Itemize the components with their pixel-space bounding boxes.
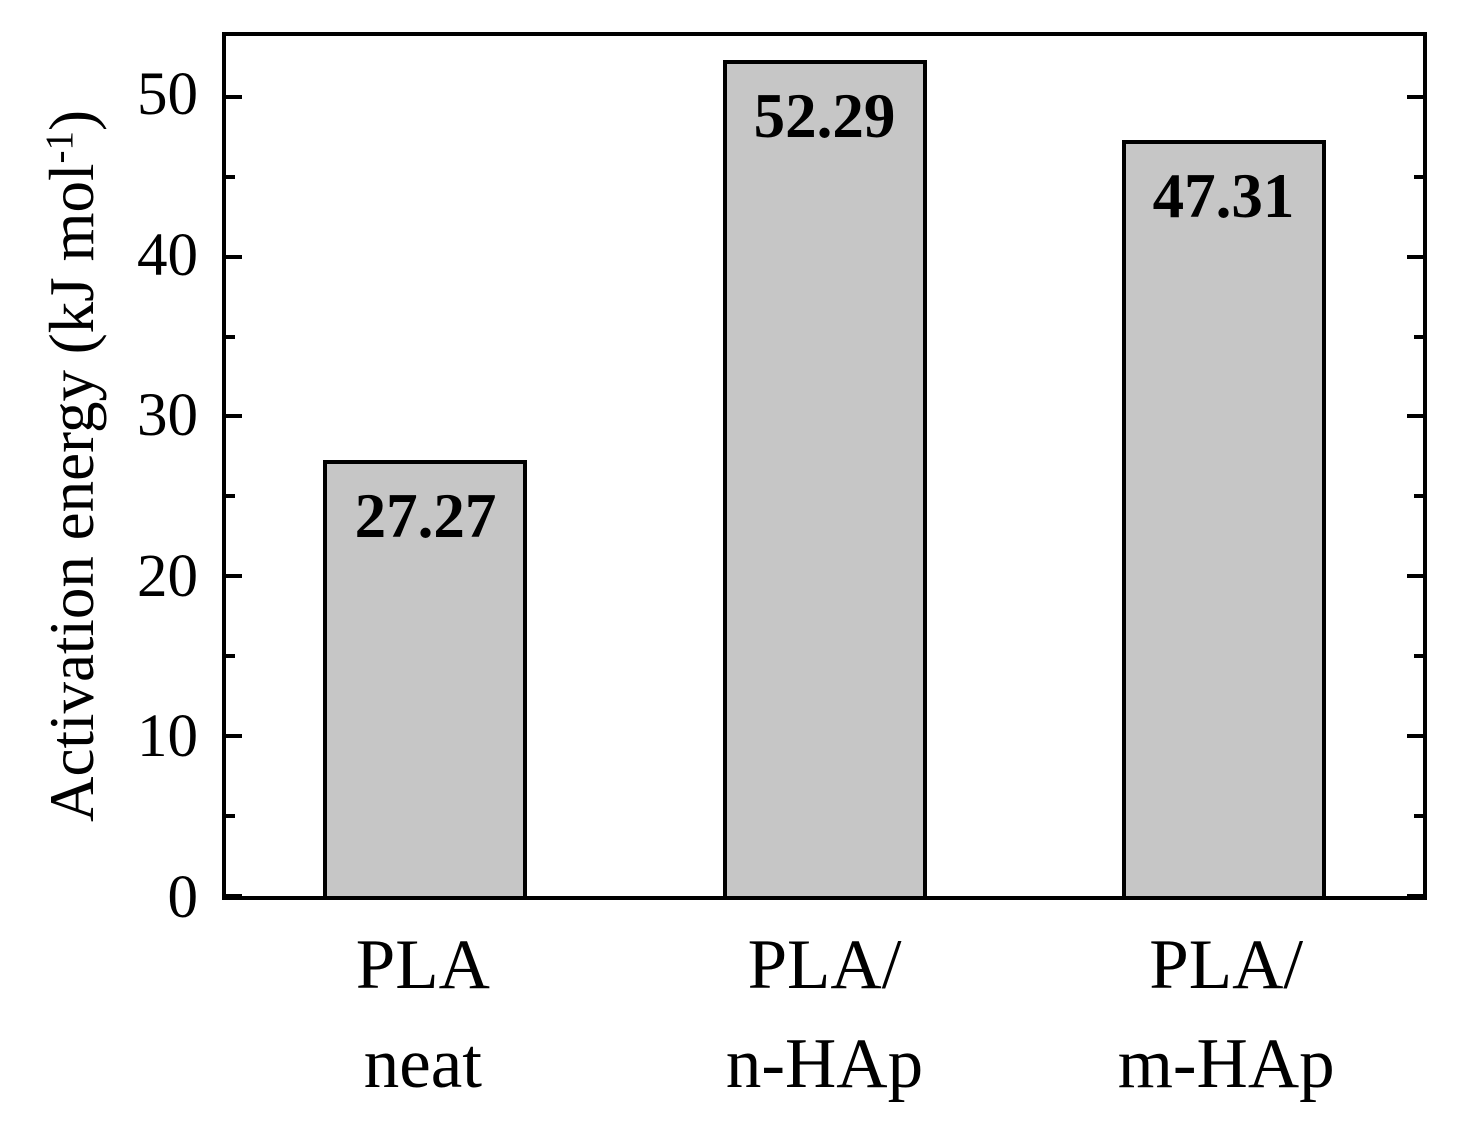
bar-value-label-1: 52.29 [753,81,896,152]
y-major-tick-left [226,894,242,898]
x-category-label-line: PLA/ [747,926,902,1004]
y-tick-label-20: 20 [137,542,198,610]
y-tick-label-0: 0 [167,864,199,931]
x-category-label-line: m-HAp [1117,1025,1335,1103]
y-minor-tick-left [226,494,235,499]
y-major-tick-right [1407,894,1423,898]
y-major-tick-left [226,574,242,579]
x-category-label-line: PLA [355,926,490,1004]
x-category-label-line: PLA/ [1149,926,1304,1004]
y-major-tick-right [1407,574,1423,579]
y-major-tick-left [226,414,242,419]
bar-value-label-0: 27.27 [354,481,497,552]
x-category-label-line: neat [363,1025,482,1103]
y-major-tick-left [226,94,242,99]
y-axis-label-superscript: -1 [37,131,81,164]
y-minor-tick-right [1414,174,1423,179]
x-category-label-1: PLA/n-HAp [615,916,1035,1114]
y-major-tick-right [1407,734,1423,739]
y-minor-tick-right [1414,494,1423,499]
plot-area: 27.27 52.29 47.31 [222,32,1427,900]
y-minor-tick-left [226,174,235,179]
x-category-label-2: PLA/m-HAp [1016,916,1436,1114]
y-minor-tick-right [1414,334,1423,339]
y-minor-tick-left [226,814,235,819]
y-major-tick-right [1407,414,1423,419]
y-major-tick-right [1407,254,1423,259]
y-major-tick-right [1407,94,1423,99]
y-minor-tick-right [1414,814,1423,819]
x-category-label-0: PLA neat [213,916,633,1114]
bar-0: 27.27 [323,460,528,896]
y-tick-label-50: 50 [137,61,198,129]
y-minor-tick-right [1414,654,1423,659]
x-category-label-line: n-HAp [725,1025,924,1103]
y-tick-label-30: 30 [137,382,198,450]
y-major-tick-left [226,734,242,739]
y-minor-tick-left [226,334,235,339]
bar-1: 52.29 [722,60,927,896]
y-tick-label-10: 10 [137,703,198,771]
bar-2: 47.31 [1121,139,1326,896]
y-minor-tick-left [226,654,235,659]
y-tick-label-40: 40 [137,221,198,289]
y-major-tick-left [226,254,242,259]
y-axis-label: Activation energy (kJ mol-1) [27,16,117,916]
bar-value-label-2: 47.31 [1152,160,1295,231]
